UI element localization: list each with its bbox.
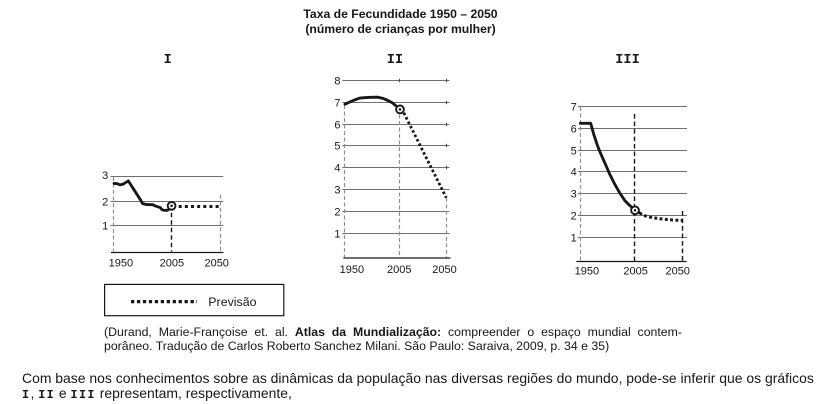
svg-text:2050: 2050 [665, 266, 689, 278]
svg-text:7: 7 [334, 97, 340, 109]
svg-text:3: 3 [571, 188, 577, 200]
svg-text:1950: 1950 [109, 258, 133, 270]
svg-text:II: II [387, 53, 403, 68]
svg-text:3: 3 [102, 170, 108, 182]
svg-text:2005: 2005 [160, 258, 184, 270]
svg-text:1: 1 [571, 232, 577, 244]
svg-text:5: 5 [334, 140, 340, 152]
svg-text:2050: 2050 [432, 264, 456, 276]
svg-text:Previsão: Previsão [208, 295, 256, 309]
svg-text:1: 1 [102, 220, 108, 232]
svg-text:2: 2 [102, 196, 108, 208]
svg-text:I: I [164, 53, 172, 68]
svg-text:2: 2 [334, 206, 340, 218]
svg-text:6: 6 [571, 123, 577, 135]
svg-text:1950: 1950 [575, 266, 599, 278]
svg-text:2: 2 [571, 210, 577, 222]
svg-text:5: 5 [571, 145, 577, 157]
svg-text:6: 6 [334, 119, 340, 131]
svg-text:1950: 1950 [340, 264, 364, 276]
svg-text:7: 7 [571, 101, 577, 113]
svg-text:2005: 2005 [623, 266, 647, 278]
svg-text:4: 4 [334, 162, 340, 174]
svg-text:8: 8 [334, 75, 340, 87]
svg-text:1: 1 [334, 228, 340, 240]
svg-text:4: 4 [571, 166, 577, 178]
svg-text:2050: 2050 [204, 258, 228, 270]
svg-text:III: III [615, 53, 639, 68]
svg-text:2005: 2005 [387, 264, 411, 276]
svg-text:3: 3 [334, 184, 340, 196]
